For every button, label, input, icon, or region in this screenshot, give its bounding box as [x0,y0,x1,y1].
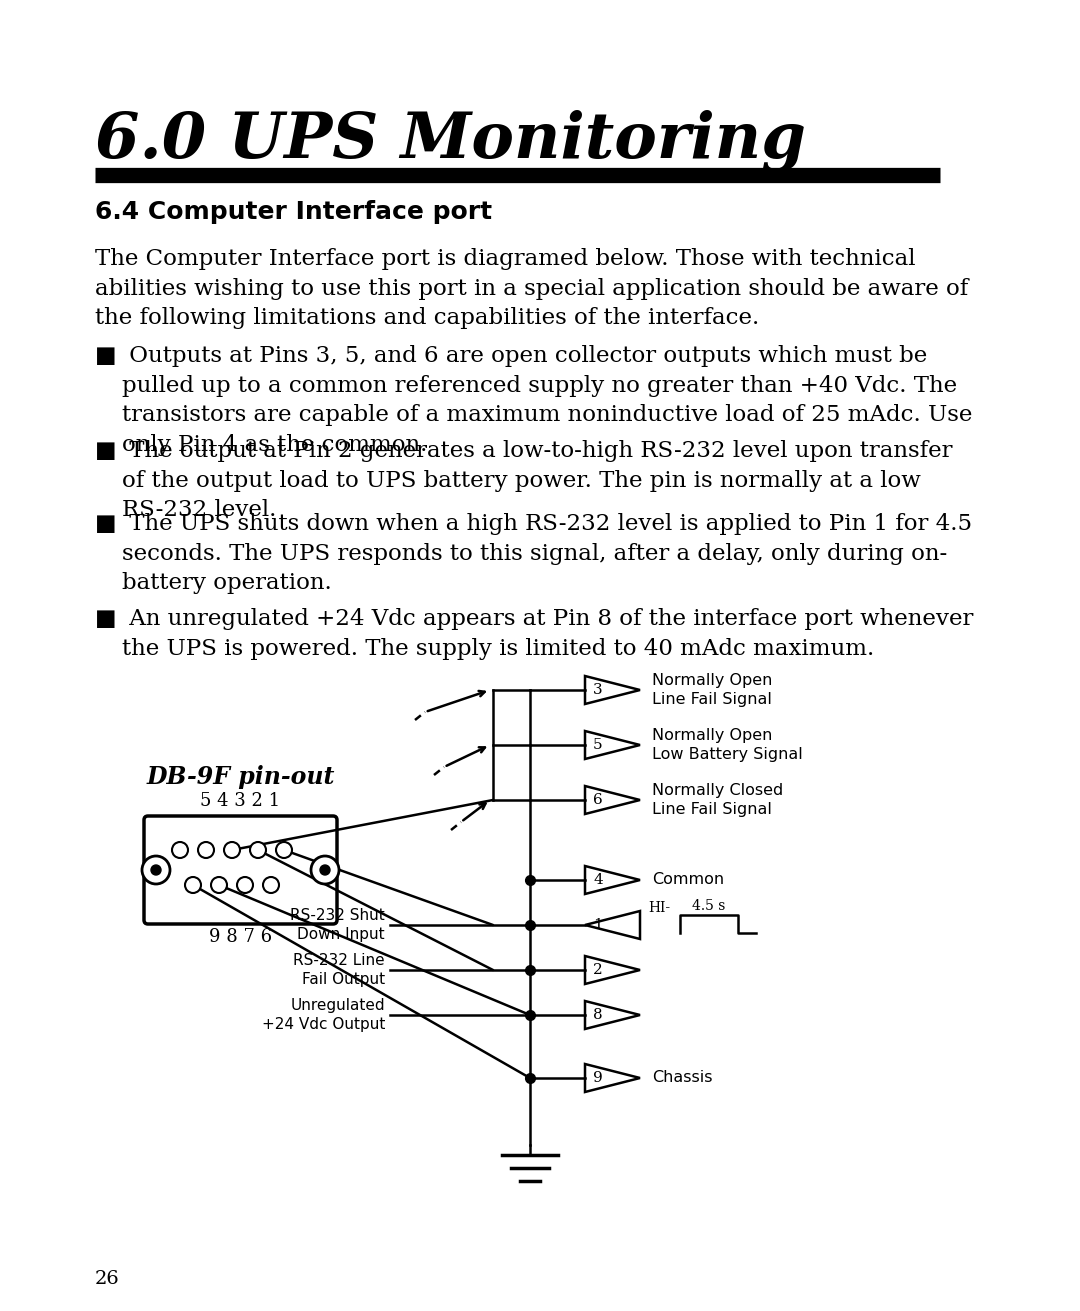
Circle shape [276,842,292,857]
Text: 1: 1 [593,918,603,932]
Polygon shape [585,787,640,814]
Circle shape [320,865,330,874]
Text: 2: 2 [593,964,603,977]
Text: ■: ■ [95,513,117,535]
Text: Normally Open
Line Fail Signal: Normally Open Line Fail Signal [652,674,772,707]
Text: An unregulated +24 Vdc appears at Pin 8 of the interface port whenever
the UPS i: An unregulated +24 Vdc appears at Pin 8 … [122,608,973,659]
Circle shape [264,877,279,893]
Text: RS-232 Shut
Down Input: RS-232 Shut Down Input [291,909,384,941]
Polygon shape [585,732,640,759]
Text: 4.5 s: 4.5 s [692,899,726,912]
Text: 9: 9 [593,1071,603,1086]
Text: 6: 6 [593,793,603,808]
Text: 8: 8 [593,1008,603,1023]
Polygon shape [585,911,640,939]
Circle shape [237,877,253,893]
Text: Outputs at Pins 3, 5, and 6 are open collector outputs which must be
pulled up t: Outputs at Pins 3, 5, and 6 are open col… [122,345,972,456]
Text: 5: 5 [593,738,603,753]
Polygon shape [585,1065,640,1092]
Polygon shape [585,867,640,894]
Text: 5 4 3 2 1: 5 4 3 2 1 [201,792,281,810]
Text: Normally Open
Low Battery Signal: Normally Open Low Battery Signal [652,728,802,762]
Circle shape [198,842,214,857]
Text: HI-: HI- [648,901,670,915]
FancyBboxPatch shape [144,815,337,924]
Circle shape [185,877,201,893]
Circle shape [172,842,188,857]
Text: The UPS shuts down when a high RS-232 level is applied to Pin 1 for 4.5
seconds.: The UPS shuts down when a high RS-232 le… [122,513,972,594]
Circle shape [211,877,227,893]
Circle shape [224,842,240,857]
Text: 6.0 UPS Monitoring: 6.0 UPS Monitoring [95,110,806,172]
Polygon shape [585,676,640,704]
Text: Common: Common [652,873,724,888]
Text: The Computer Interface port is diagramed below. Those with technical
abilities w: The Computer Interface port is diagramed… [95,248,969,329]
Text: 9 8 7 6: 9 8 7 6 [208,928,272,947]
Text: 3: 3 [593,683,603,697]
Text: The output at Pin 2 generates a low-to-high RS-232 level upon transfer
of the ou: The output at Pin 2 generates a low-to-h… [122,440,953,522]
Circle shape [141,856,170,884]
Text: ■: ■ [95,440,117,461]
Circle shape [249,842,266,857]
Text: ■: ■ [95,608,117,631]
Text: 26: 26 [95,1270,120,1287]
Text: RS-232 Line
Fail Output: RS-232 Line Fail Output [294,953,384,987]
Text: Chassis: Chassis [652,1071,713,1086]
Text: ■: ■ [95,345,117,367]
Circle shape [311,856,339,884]
Text: DB-9F pin-out: DB-9F pin-out [146,766,335,789]
Text: 6.4 Computer Interface port: 6.4 Computer Interface port [95,201,492,224]
Text: Normally Closed
Line Fail Signal: Normally Closed Line Fail Signal [652,783,783,817]
Text: 4: 4 [593,873,603,888]
Circle shape [151,865,161,874]
Text: Unregulated
+24 Vdc Output: Unregulated +24 Vdc Output [261,998,384,1032]
Polygon shape [585,1002,640,1029]
Polygon shape [585,956,640,985]
